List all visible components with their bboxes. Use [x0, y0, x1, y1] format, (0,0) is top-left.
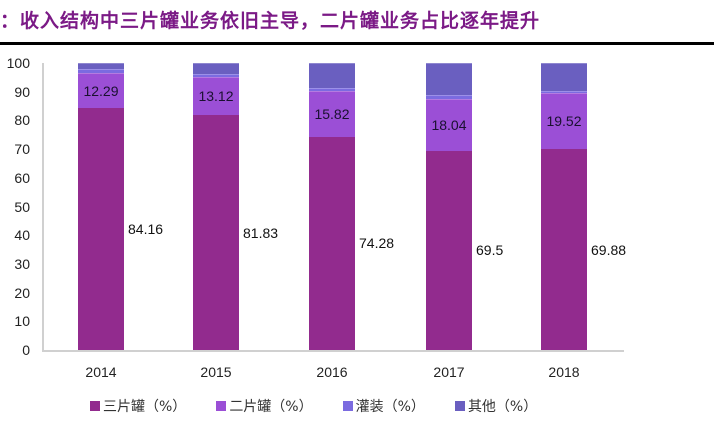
bar-segment-other: [78, 63, 124, 69]
data-label-three-piece: 69.5: [476, 242, 504, 259]
legend-label: 其他（%）: [467, 399, 538, 415]
y-tick-label: 60: [14, 169, 30, 186]
legend-item: 三片罐（%）: [90, 396, 186, 416]
legend-label: 灌装（%）: [355, 399, 425, 415]
bar-segment-filling: [193, 73, 239, 78]
data-label-two-piece: 15.82: [314, 106, 350, 123]
y-tick-label: 80: [14, 112, 30, 129]
legend-label: 三片罐（%）: [103, 399, 187, 415]
bar-segment-other: [426, 63, 472, 96]
legend-item: 二片罐（%）: [216, 396, 313, 416]
bar-segment-filling: [78, 68, 124, 74]
bar-segment-two-piece: [541, 93, 587, 150]
x-tick-label: 2018: [548, 364, 580, 380]
y-tick-label: 40: [14, 227, 30, 244]
legend-swatch-icon: [454, 401, 465, 411]
x-tick-label: 2016: [316, 364, 348, 380]
y-tick-label: 10: [14, 313, 30, 330]
y-tick-label: 70: [14, 141, 30, 158]
legend-swatch-icon: [216, 401, 227, 411]
data-label-two-piece: 18.04: [431, 116, 467, 133]
x-tick-label: 2014: [85, 364, 117, 380]
data-label-three-piece: 74.28: [359, 235, 395, 252]
bar-segment-other: [309, 63, 355, 88]
bar-segment-three-piece: [193, 115, 239, 350]
bar-segment-filling: [541, 90, 587, 94]
y-tick-label: 30: [14, 255, 30, 272]
y-tick-label: 100: [6, 55, 30, 71]
data-label-three-piece: 84.16: [128, 221, 164, 238]
y-tick-label: 50: [14, 198, 30, 215]
bar-segment-three-piece: [78, 108, 124, 350]
chart-title: ：收入结构中三片罐业务依旧主导，二片罐业务占比逐年提升: [0, 10, 541, 32]
x-axis-line: [42, 350, 624, 352]
bar-segment-two-piece: [426, 98, 472, 151]
y-tick-label: 0: [22, 342, 30, 358]
bar-segment-filling: [426, 95, 472, 99]
legend-label: 二片罐（%）: [229, 399, 313, 415]
y-tick-label: 20: [14, 284, 30, 301]
data-label-three-piece: 81.83: [243, 224, 279, 241]
legend-item: 灌装（%）: [342, 396, 425, 416]
x-tick-label: 2015: [200, 364, 232, 380]
chart-legend: 三片罐（%） 二片罐（%） 灌装（%） 其他（%）: [90, 396, 537, 416]
y-tick-label: 90: [14, 83, 30, 100]
title-divider: [0, 42, 714, 45]
y-axis-line: [42, 63, 44, 351]
bar-segment-other: [193, 63, 239, 74]
legend-swatch-icon: [342, 401, 353, 411]
data-label-two-piece: 13.12: [198, 88, 234, 105]
data-label-three-piece: 69.88: [591, 241, 627, 258]
bar-segment-filling: [309, 87, 355, 92]
legend-swatch-icon: [90, 401, 100, 411]
legend-item: 其他（%）: [454, 396, 538, 416]
bar-segment-two-piece: [193, 77, 239, 116]
bar-segment-two-piece: [309, 91, 355, 137]
bar-segment-three-piece: [541, 149, 587, 350]
bar-segment-three-piece: [426, 150, 472, 350]
data-label-two-piece: 12.29: [83, 82, 119, 99]
x-tick-label: 2017: [433, 364, 465, 380]
bar-segment-other: [541, 63, 587, 91]
data-label-two-piece: 19.52: [546, 113, 582, 130]
bar-segment-two-piece: [78, 73, 124, 109]
bar-segment-three-piece: [309, 136, 355, 350]
